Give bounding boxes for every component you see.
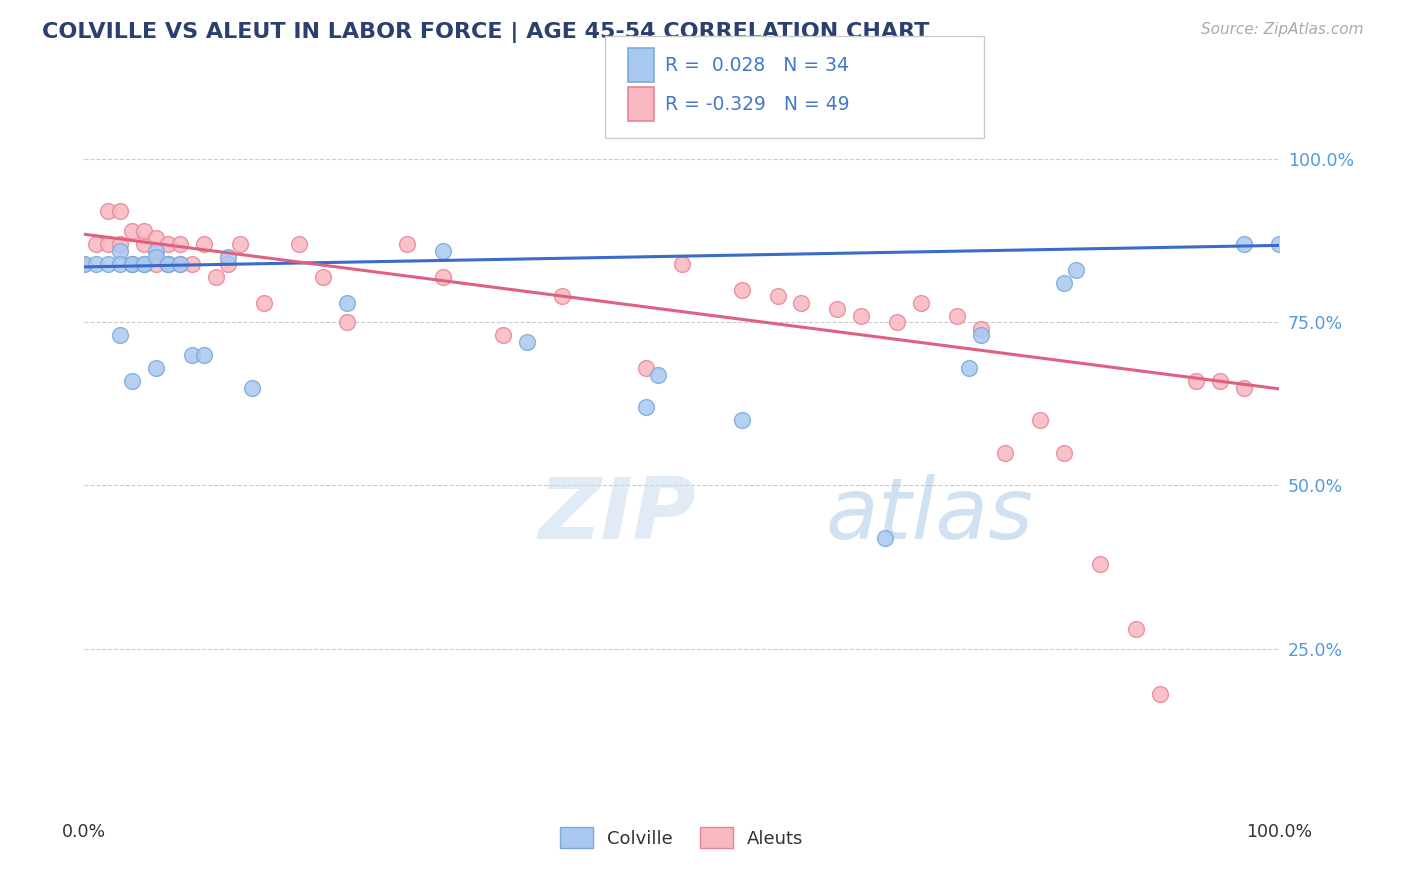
Point: [193, 348, 215, 362]
Point: [1053, 277, 1076, 291]
Point: [97, 204, 120, 219]
Point: [1233, 237, 1256, 252]
Point: [288, 237, 311, 252]
Point: [217, 257, 239, 271]
Point: [253, 295, 276, 310]
Point: [432, 269, 454, 284]
Point: [121, 257, 143, 271]
Point: [86, 237, 108, 252]
Point: [970, 328, 993, 343]
Point: [145, 230, 167, 244]
Point: [145, 250, 167, 264]
Point: [957, 361, 980, 376]
Point: [205, 269, 228, 284]
Point: [240, 381, 263, 395]
Point: [86, 257, 108, 271]
Point: [132, 237, 156, 252]
Point: [647, 368, 669, 382]
Point: [121, 224, 143, 238]
Point: [396, 237, 419, 252]
Point: [1066, 263, 1088, 277]
Point: [169, 257, 191, 271]
Point: [766, 289, 789, 303]
Text: R =  0.028   N = 34: R = 0.028 N = 34: [665, 55, 849, 75]
Text: Source: ZipAtlas.com: Source: ZipAtlas.com: [1201, 22, 1364, 37]
Point: [97, 257, 120, 271]
Point: [312, 269, 335, 284]
Text: atlas: atlas: [825, 475, 1033, 558]
Point: [132, 224, 156, 238]
Point: [121, 257, 143, 271]
Point: [636, 361, 658, 376]
Point: [169, 237, 191, 252]
Point: [121, 257, 143, 271]
Point: [875, 531, 897, 545]
Point: [492, 328, 515, 343]
Text: COLVILLE VS ALEUT IN LABOR FORCE | AGE 45-54 CORRELATION CHART: COLVILLE VS ALEUT IN LABOR FORCE | AGE 4…: [42, 22, 929, 44]
Point: [132, 257, 156, 271]
Point: [1233, 381, 1256, 395]
Point: [110, 257, 132, 271]
Point: [73, 257, 96, 271]
Point: [157, 257, 180, 271]
Point: [157, 257, 180, 271]
Point: [731, 283, 754, 297]
Point: [336, 315, 359, 329]
Legend: Colville, Aleuts: Colville, Aleuts: [553, 821, 811, 855]
Point: [851, 309, 873, 323]
Point: [1053, 446, 1076, 460]
Point: [516, 334, 538, 349]
Point: [731, 413, 754, 427]
Point: [1029, 413, 1052, 427]
Point: [636, 400, 658, 414]
Point: [157, 237, 180, 252]
Point: [827, 302, 849, 317]
Point: [181, 348, 204, 362]
Point: [994, 446, 1017, 460]
Point: [145, 244, 167, 258]
Point: [110, 244, 132, 258]
Point: [145, 361, 167, 376]
Point: [110, 237, 132, 252]
Text: R = -0.329   N = 49: R = -0.329 N = 49: [665, 95, 849, 114]
Point: [886, 315, 908, 329]
Point: [121, 374, 143, 388]
Point: [671, 257, 693, 271]
Point: [1209, 374, 1232, 388]
Point: [110, 328, 132, 343]
Point: [132, 257, 156, 271]
Point: [169, 257, 191, 271]
Point: [1125, 622, 1147, 636]
Point: [229, 237, 252, 252]
Point: [73, 257, 96, 271]
Point: [910, 295, 932, 310]
Point: [193, 237, 215, 252]
Point: [110, 204, 132, 219]
Point: [1268, 237, 1291, 252]
Point: [551, 289, 574, 303]
Point: [1149, 687, 1171, 701]
Point: [336, 295, 359, 310]
Text: ZIP: ZIP: [538, 475, 696, 558]
Point: [157, 257, 180, 271]
Point: [432, 244, 454, 258]
Point: [181, 257, 204, 271]
Point: [145, 257, 167, 271]
Point: [1090, 557, 1112, 571]
Point: [970, 322, 993, 336]
Point: [790, 295, 813, 310]
Point: [946, 309, 969, 323]
Point: [217, 250, 239, 264]
Point: [1185, 374, 1208, 388]
Point: [97, 237, 120, 252]
